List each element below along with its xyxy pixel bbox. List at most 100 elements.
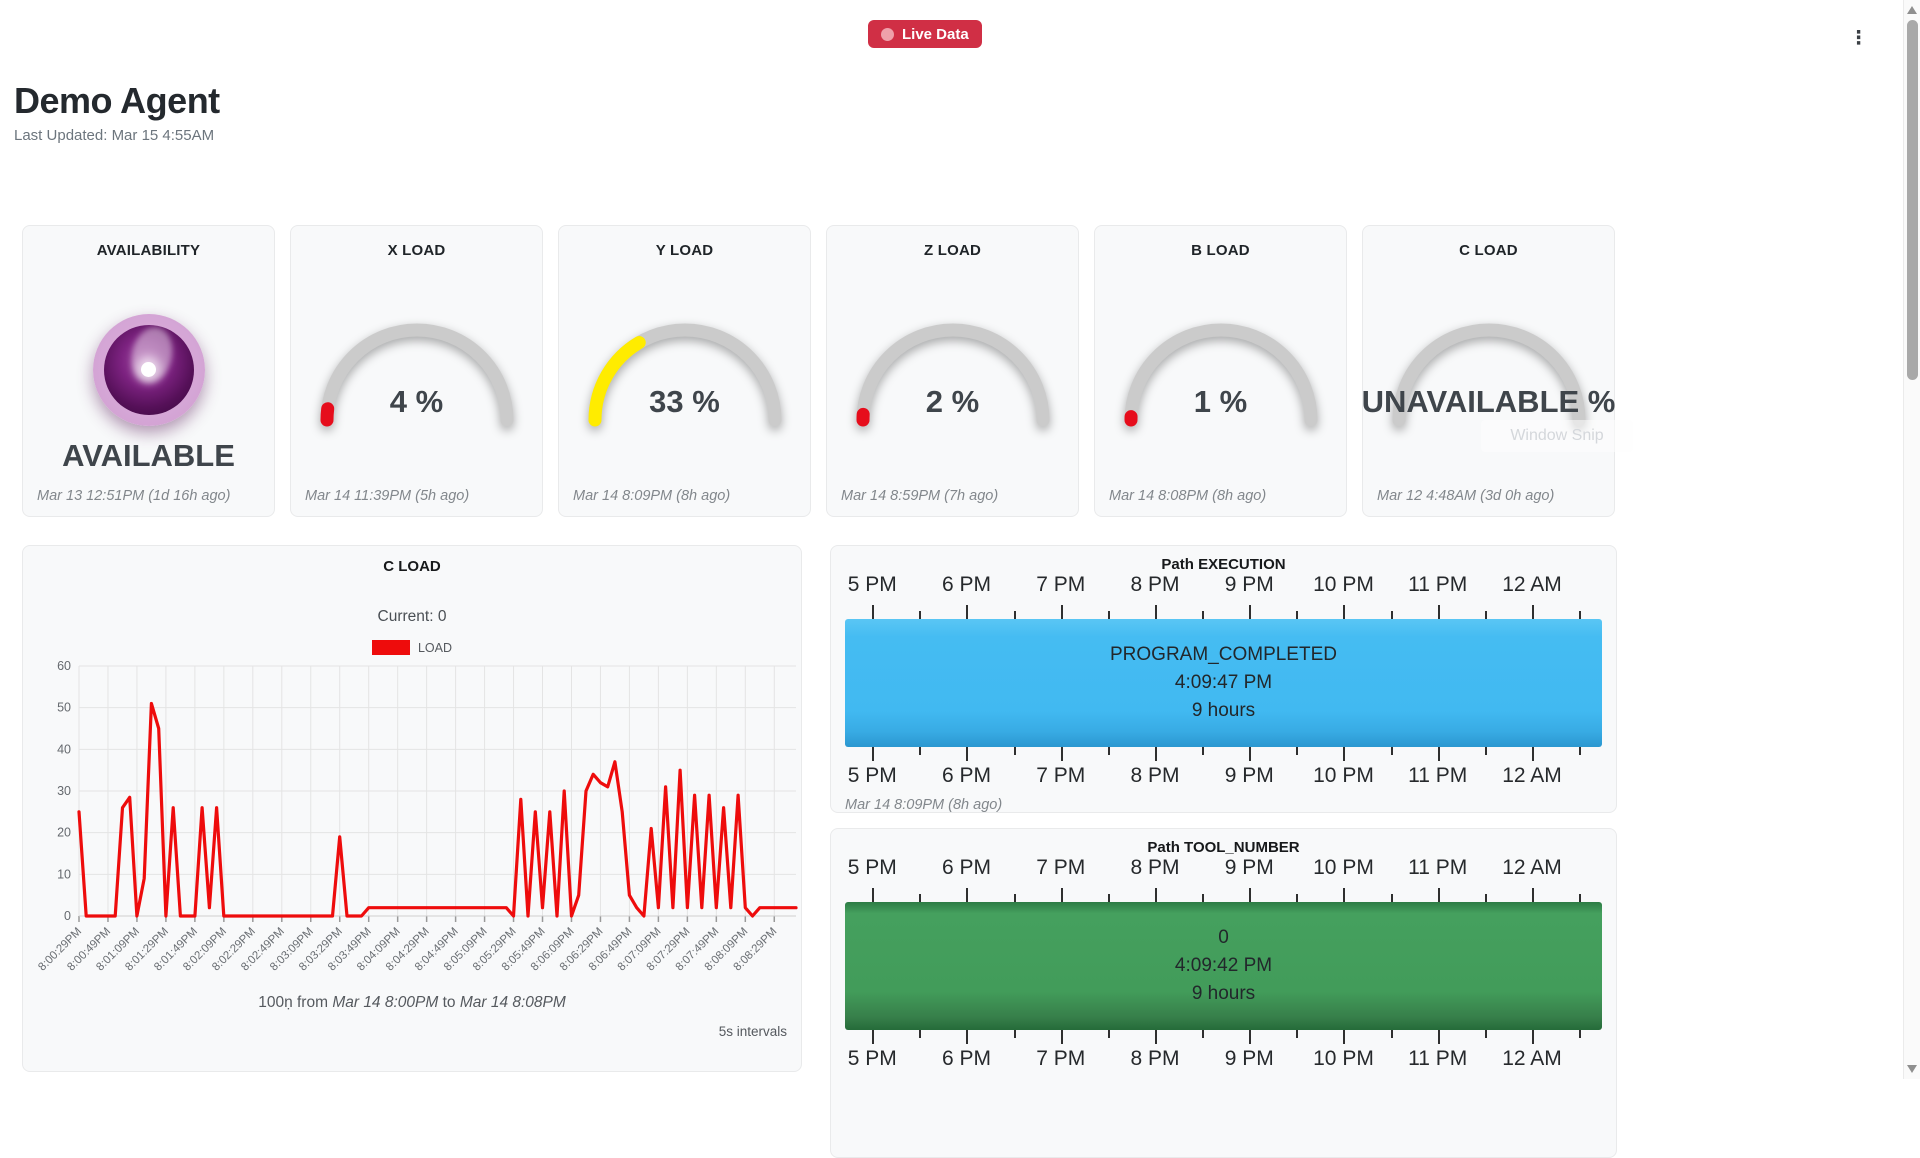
gauge-arc xyxy=(320,323,513,427)
live-data-badge[interactable]: Live Data xyxy=(868,20,982,48)
gauge-title: Y LOAD xyxy=(655,242,714,259)
timeline-minor-tick xyxy=(919,894,922,902)
timeline-major-tick xyxy=(1154,888,1157,902)
timeline-axis-label: 8 PM xyxy=(1130,764,1180,787)
timeline-column: Path EXECUTION 5 PM 6 PM 7 PM 8 PM 9 PM 10 PM… xyxy=(830,545,1617,1158)
lower-row: C LOAD Current: 0 LOAD 8:00:29PM 8:00:49P… xyxy=(22,545,1617,1158)
timeline-axis-label: 10 PM xyxy=(1313,1047,1374,1070)
timeline-major-tick xyxy=(872,888,875,902)
timeline-minor-tick xyxy=(1202,894,1205,902)
timeline-axis-label: 7 PM xyxy=(1036,764,1086,787)
gauge-title: AVAILABILITY xyxy=(96,242,201,259)
timeline-axis-label: 6 PM xyxy=(941,856,991,879)
timeline-axis-label: 12 AM xyxy=(1502,573,1562,596)
timeline-minor-tick xyxy=(1107,1030,1110,1038)
scrollbar-down-arrow-icon[interactable] xyxy=(1907,1065,1917,1073)
svg-text:20: 20 xyxy=(57,826,71,840)
timeline-major-tick xyxy=(1060,605,1063,619)
timeline-axis-label: 8 PM xyxy=(1130,573,1180,596)
gauge-title: X LOAD xyxy=(387,242,446,259)
timeline-major-tick xyxy=(1437,747,1440,761)
gauge-value: AVAILABLE xyxy=(62,438,235,473)
timeline-minor-tick xyxy=(1579,747,1582,755)
timeline-axis-label: 7 PM xyxy=(1036,856,1086,879)
timeline-axis-bottom: 5 PM 6 PM 7 PM 8 PM 9 PM 10 PM 11 PM 12 AM xyxy=(845,747,1602,793)
timeline-major-tick xyxy=(1437,1030,1440,1044)
timeline-axis-label: 9 PM xyxy=(1224,856,1274,879)
timeline-minor-tick xyxy=(1202,1030,1205,1038)
timeline-major-tick xyxy=(1343,1030,1346,1044)
gauge-value: 1 % xyxy=(1193,384,1248,419)
timeline-minor-tick xyxy=(1296,1030,1299,1038)
orb-highlight-dot xyxy=(140,362,156,377)
timeline-axis-label: 8 PM xyxy=(1130,1047,1180,1070)
timeline-minor-tick xyxy=(1296,894,1299,902)
scrollbar-thumb[interactable] xyxy=(1907,20,1918,380)
svg-text:30: 30 xyxy=(57,784,71,798)
timeline-minor-tick xyxy=(1390,894,1393,902)
chart-legend: LOAD xyxy=(23,640,801,655)
vertical-scrollbar[interactable] xyxy=(1903,0,1920,1079)
gauge-arc xyxy=(1124,323,1317,427)
timeline-axis-label: 9 PM xyxy=(1224,764,1274,787)
timeline-major-tick xyxy=(1531,1030,1534,1044)
gauge-timestamp: Mar 12 4:48AM (3d 0h ago) xyxy=(1377,488,1555,504)
svg-text:0: 0 xyxy=(64,909,71,923)
window-snip-ghost: Window Snip xyxy=(1481,420,1633,452)
gauge-arc xyxy=(856,323,1049,427)
timeline-major-tick xyxy=(1343,888,1346,902)
timeline-axis-label: 12 AM xyxy=(1502,1047,1562,1070)
timeline-axis-label: 11 PM xyxy=(1408,856,1468,879)
timeline-minor-tick xyxy=(1484,894,1487,902)
gauge-timestamp: Mar 13 12:51PM (1d 16h ago) xyxy=(37,488,231,504)
timeline-axis-label: 11 PM xyxy=(1408,1047,1468,1070)
timeline-major-tick xyxy=(1249,747,1252,761)
timeline-major-tick xyxy=(1060,747,1063,761)
timeline-card: Path TOOL_NUMBER 5 PM 6 PM 7 PM 8 PM 9 PM 10 … xyxy=(830,828,1617,1158)
gauge-title: C LOAD xyxy=(1459,242,1518,259)
timeline-axis-label: 7 PM xyxy=(1036,573,1086,596)
legend-swatch-load xyxy=(371,640,410,655)
timeline-major-tick xyxy=(1249,605,1252,619)
timeline-axis-label: 12 AM xyxy=(1502,764,1562,787)
timeline-minor-tick xyxy=(1390,611,1393,619)
timeline-minor-tick xyxy=(1390,1030,1393,1038)
timeline-minor-tick xyxy=(1390,747,1393,755)
timeline-major-tick xyxy=(1531,888,1534,902)
timeline-minor-tick xyxy=(919,747,922,755)
live-indicator-dot xyxy=(881,27,894,41)
gauge-timestamp: Mar 14 11:39PM (5h ago) xyxy=(305,488,470,504)
timeline-minor-tick xyxy=(1013,611,1016,619)
timeline-minor-tick xyxy=(1579,894,1582,902)
gauge-value: UNAVAILABLE % xyxy=(1361,384,1616,419)
load-line-chart: 8:00:29PM8:00:49PM8:01:09PM8:01:29PM8:01… xyxy=(36,659,798,973)
timeline-minor-tick xyxy=(1484,611,1487,619)
timeline-minor-tick xyxy=(1579,611,1582,619)
timeline-minor-tick xyxy=(1484,1030,1487,1038)
timeline-axis-label: 10 PM xyxy=(1313,573,1374,596)
timeline-axis-label: 5 PM xyxy=(847,1047,897,1070)
timeline-title: Path TOOL_NUMBER xyxy=(1147,839,1300,856)
timeline-minor-tick xyxy=(919,1030,922,1038)
orb-sphere xyxy=(103,325,194,415)
timeline-event-bar[interactable]: 0 4:09:42 PM 9 hours xyxy=(845,902,1602,1030)
timeline-event-bar[interactable]: PROGRAM_COMPLETED 4:09:47 PM 9 hours xyxy=(845,619,1602,747)
svg-text:50: 50 xyxy=(57,701,71,715)
timeline-minor-tick xyxy=(1579,1030,1582,1038)
gauge-card: C LOAD UNAVAILABLE % Window Snip Mar 12 … xyxy=(1361,225,1633,517)
timeline-axis-label: 11 PM xyxy=(1408,573,1468,596)
timeline-card: Path EXECUTION 5 PM 6 PM 7 PM 8 PM 9 PM 10 PM… xyxy=(830,545,1617,813)
timeline-major-tick xyxy=(1249,888,1252,902)
kebab-menu-icon[interactable]: ⋮ xyxy=(1849,28,1868,49)
gauge-card-row: AVAILABILITY AVAILABLE Mar 13 12:51PM (1… xyxy=(22,225,1633,517)
timeline-axis-label: 8 PM xyxy=(1130,856,1180,879)
chart-interval-note: 5s intervals xyxy=(718,1024,787,1039)
timeline-axis-label: 5 PM xyxy=(847,764,897,787)
timeline-axis-label: 12 AM xyxy=(1502,856,1562,879)
gauge-timestamp: Mar 14 8:08PM (8h ago) xyxy=(1109,488,1267,504)
scrollbar-up-arrow-icon[interactable] xyxy=(1907,6,1917,14)
timeline-major-tick xyxy=(872,1030,875,1044)
timeline-major-tick xyxy=(1249,1030,1252,1044)
timeline-minor-tick xyxy=(919,611,922,619)
timeline-minor-tick xyxy=(1107,747,1110,755)
